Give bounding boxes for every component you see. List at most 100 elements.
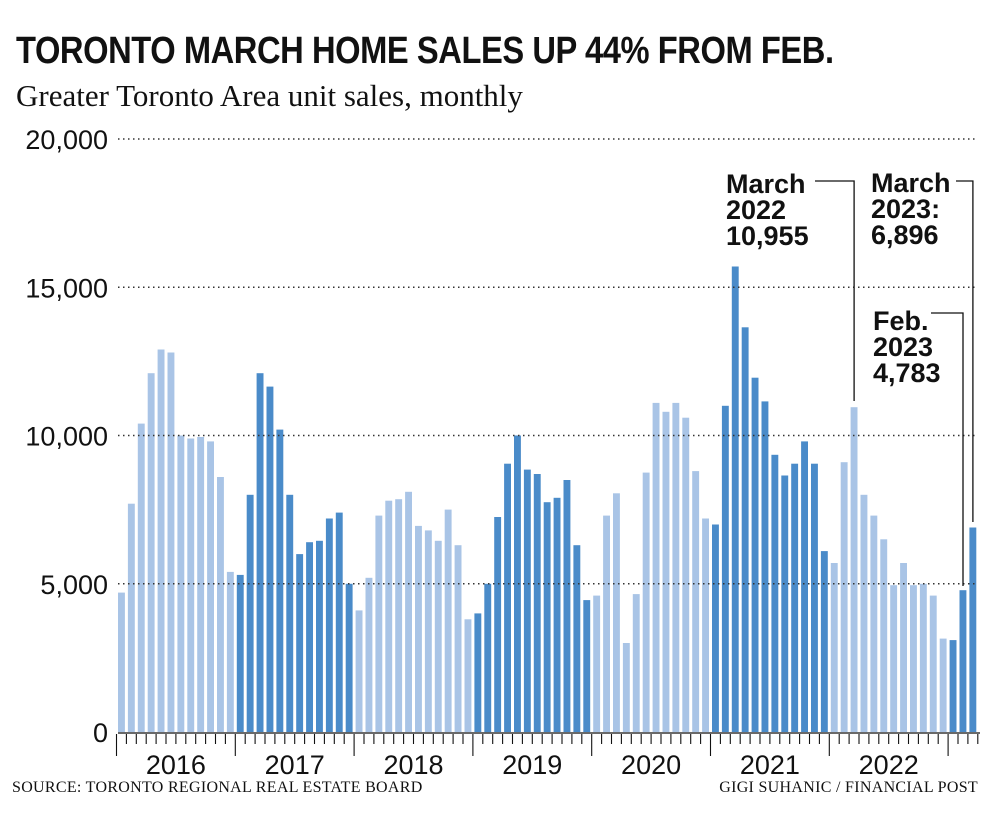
bar <box>375 515 383 732</box>
year-label: 2019 <box>502 750 562 780</box>
bar <box>573 545 581 732</box>
annotation-leader-line <box>815 180 855 401</box>
bar <box>167 352 175 732</box>
bar <box>603 515 610 732</box>
bar <box>593 595 601 732</box>
bar <box>870 515 878 732</box>
annotation-label: 2023: <box>871 194 940 224</box>
bar <box>850 407 858 732</box>
year-label: 2022 <box>859 750 919 780</box>
bar <box>622 643 630 732</box>
bar <box>504 463 511 732</box>
bar <box>424 530 432 732</box>
bar <box>890 585 898 732</box>
bar <box>256 373 264 732</box>
bar <box>672 402 680 732</box>
bar <box>405 491 412 732</box>
bar <box>365 577 373 732</box>
bar <box>385 500 393 732</box>
bar <box>494 517 502 732</box>
bar <box>484 583 492 733</box>
bar <box>840 462 848 732</box>
bar <box>286 494 294 732</box>
annotation-label: March <box>726 169 806 199</box>
bar <box>226 571 234 732</box>
bar <box>583 600 591 732</box>
bar <box>345 583 353 733</box>
bar <box>543 502 551 732</box>
bar <box>236 574 244 732</box>
credit-note: GIGI SUHANIC / FINANCIAL POST <box>719 779 978 796</box>
bar <box>820 551 828 732</box>
bar <box>137 423 145 732</box>
bar <box>652 402 660 732</box>
bar <box>900 563 907 732</box>
bar <box>514 435 521 732</box>
annotation-label: 4,783 <box>873 358 941 388</box>
bar <box>919 583 927 733</box>
year-label: 2021 <box>740 750 800 780</box>
annotation-label: Feb. <box>873 306 929 336</box>
bar <box>523 469 531 732</box>
annotation-label: 10,955 <box>726 221 809 251</box>
bar <box>127 503 135 732</box>
y-tick-label: 10,000 <box>25 422 108 452</box>
bar <box>316 540 323 732</box>
bar <box>682 417 690 732</box>
annotation-label: 6,896 <box>871 220 939 250</box>
bar <box>791 463 799 732</box>
bar <box>712 524 719 732</box>
bar <box>147 373 155 732</box>
bar <box>929 595 937 732</box>
year-label: 2017 <box>265 750 325 780</box>
bar <box>335 512 343 732</box>
bar <box>751 377 759 732</box>
annotation-label: March <box>871 168 951 198</box>
bar <box>959 590 967 732</box>
bar <box>325 518 333 732</box>
bar <box>563 480 571 732</box>
bar <box>702 518 709 732</box>
bar <box>207 441 214 732</box>
bar <box>434 540 442 732</box>
year-label: 2018 <box>383 750 443 780</box>
bar <box>464 619 472 732</box>
bar <box>276 429 284 732</box>
bar <box>306 542 313 732</box>
year-label: 2016 <box>146 750 206 780</box>
chart-title: TORONTO MARCH HOME SALES UP 44% FROM FEB… <box>16 30 834 72</box>
bar <box>474 613 482 732</box>
bar <box>781 475 789 732</box>
bar <box>246 494 254 732</box>
bar <box>910 585 917 732</box>
bar <box>187 438 195 732</box>
bar <box>830 563 838 732</box>
chart-subtitle: Greater Toronto Area unit sales, monthly <box>16 78 523 113</box>
bar <box>949 640 957 732</box>
y-tick-label: 20,000 <box>25 125 108 155</box>
y-tick-label: 15,000 <box>25 273 108 303</box>
bar <box>553 497 561 732</box>
bar <box>157 349 165 732</box>
bar <box>880 539 888 732</box>
bar <box>761 401 769 732</box>
annotation-leader-line <box>956 180 974 522</box>
annotation-label: 2022 <box>726 195 786 225</box>
bar <box>533 474 541 732</box>
bar <box>197 437 205 732</box>
bar <box>296 554 304 732</box>
bar <box>613 493 620 732</box>
bar <box>811 463 818 732</box>
bar <box>692 471 700 732</box>
bar <box>969 527 977 732</box>
bar <box>741 327 749 732</box>
bar <box>454 545 462 732</box>
bar <box>731 266 739 732</box>
annotation-leader-line <box>931 312 964 586</box>
y-tick-label: 0 <box>93 718 108 748</box>
annotation-label: 2023 <box>873 332 933 362</box>
bar <box>118 592 125 732</box>
bar <box>721 405 729 732</box>
bar <box>395 499 403 732</box>
